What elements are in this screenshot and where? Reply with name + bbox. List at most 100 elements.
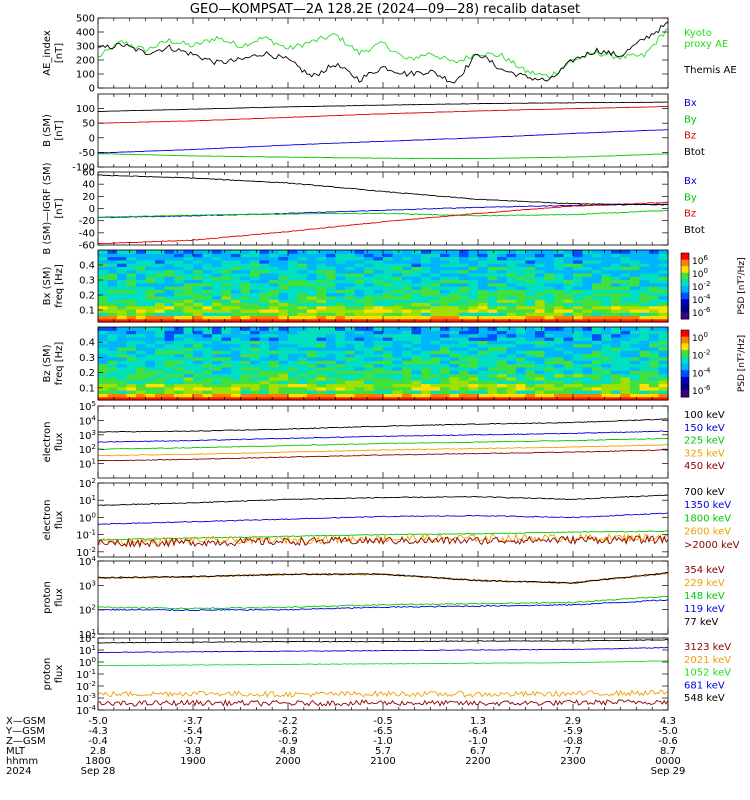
spectrogram-cell <box>430 350 441 355</box>
spectrogram-cell <box>212 327 223 331</box>
spectrogram-cell <box>639 289 650 294</box>
spectrogram-cell <box>487 346 498 351</box>
spectrogram-cell <box>630 370 641 375</box>
spectrogram-cell <box>174 276 185 281</box>
spectrogram-cell <box>592 253 603 258</box>
spectrogram-cell <box>240 295 251 300</box>
axis-tick-value: 8.7 <box>660 746 676 757</box>
spectrogram-cell <box>535 295 546 300</box>
y-tick-label: -100 <box>72 163 95 174</box>
spectrogram-cell <box>449 373 460 378</box>
spectrogram-cell <box>288 383 299 388</box>
spectrogram-cell <box>240 269 251 274</box>
y-tick-label: 100 <box>76 104 95 115</box>
spectrogram-cell <box>430 295 441 300</box>
spectrogram-cell <box>212 376 223 381</box>
spectrogram-cell <box>373 259 384 264</box>
spectrogram-cell <box>145 315 156 320</box>
spectrogram-cell <box>592 360 603 365</box>
spectrogram-cell <box>326 360 337 365</box>
spectrogram-cell <box>630 312 641 317</box>
spectrogram-cell <box>430 333 441 338</box>
spectrogram-cell <box>297 373 308 378</box>
spectrogram-cell <box>183 279 194 284</box>
spectrogram-cell <box>630 363 641 368</box>
spectrogram-cell <box>174 256 185 261</box>
colorbar-tick-label: 106 <box>692 254 708 267</box>
spectrogram-cell <box>430 282 441 287</box>
spectrogram-cell <box>411 315 422 320</box>
spectrogram-cell <box>459 373 470 378</box>
spectrogram-cell <box>107 353 118 358</box>
spectrogram-cell <box>468 286 479 290</box>
spectrogram-cell <box>440 272 451 277</box>
spectrogram-cell <box>421 305 432 310</box>
spectrogram-cell <box>98 299 109 303</box>
spectrogram-cell <box>364 266 375 271</box>
spectrogram-cell <box>269 263 280 267</box>
legend-entry: >2000 keV <box>684 540 740 551</box>
spectrogram-cell <box>402 343 413 348</box>
spectrogram-cell <box>373 289 384 294</box>
spectrogram-cell <box>639 286 650 290</box>
spectrogram-cell <box>402 380 413 385</box>
spectrogram-cell <box>193 266 204 271</box>
spectrogram-cell <box>155 353 166 358</box>
spectrogram-cell <box>240 366 251 371</box>
spectrogram-cell <box>136 390 147 394</box>
spectrogram-cell <box>506 305 517 310</box>
spectrogram-cell <box>506 327 517 331</box>
spectrogram-cell <box>383 386 394 391</box>
spectrogram-cell <box>269 346 280 351</box>
spectrogram-cell <box>126 350 137 355</box>
spectrogram-cell <box>364 327 375 331</box>
spectrogram-cell <box>506 383 517 388</box>
spectrogram-cell <box>440 305 451 310</box>
colorbar-tick-label: 10-4 <box>692 293 711 306</box>
spectrogram-cell <box>630 295 641 300</box>
spectrogram-cell <box>307 366 318 371</box>
spectrogram-cell <box>316 272 327 277</box>
legend-entry: Kyoto <box>684 28 712 39</box>
spectrogram-cell <box>468 318 479 323</box>
spectrogram-cell <box>582 308 593 313</box>
spectrogram-cell <box>383 383 394 388</box>
spectrogram-cell <box>516 302 527 307</box>
spectrogram-cell <box>136 363 147 368</box>
spectrogram-cell <box>601 330 612 335</box>
spectrogram-cell <box>107 390 118 394</box>
spectrogram-cell <box>183 299 194 303</box>
spectrogram-cell <box>193 383 204 388</box>
spectrogram-cell <box>364 286 375 290</box>
spectrogram-cell <box>573 333 584 338</box>
spectrogram-cell <box>136 383 147 388</box>
spectrogram-cell <box>487 289 498 294</box>
spectrogram-cell <box>411 343 422 348</box>
spectrogram-cell <box>383 312 394 317</box>
legend-entry: 325 keV <box>684 448 725 459</box>
spectrogram-cell <box>221 346 232 351</box>
y-tick-label: 50 <box>82 119 95 130</box>
spectrogram-cell <box>449 269 460 274</box>
spectrogram-cell <box>468 312 479 317</box>
spectrogram-cell <box>231 373 242 378</box>
spectrogram-cell <box>497 308 508 313</box>
spectrogram-cell <box>345 289 356 294</box>
spectrogram-cell <box>269 253 280 258</box>
spectrogram-cell <box>449 336 460 341</box>
spectrogram-cell <box>506 292 517 297</box>
spectrogram-cell <box>126 276 137 281</box>
spectrogram-cell <box>592 286 603 290</box>
spectrogram-cell <box>468 308 479 313</box>
spectrogram-cell <box>440 269 451 274</box>
spectrogram-cell <box>649 295 660 300</box>
spectrogram-cell <box>126 336 137 341</box>
spectrogram-cell <box>240 289 251 294</box>
spectrogram-cell <box>307 390 318 394</box>
spectrogram-cell <box>326 295 337 300</box>
spectrogram-cell <box>658 327 669 331</box>
spectrogram-cell <box>297 383 308 388</box>
spectrogram-cell <box>259 259 270 264</box>
spectrogram-cell <box>440 302 451 307</box>
